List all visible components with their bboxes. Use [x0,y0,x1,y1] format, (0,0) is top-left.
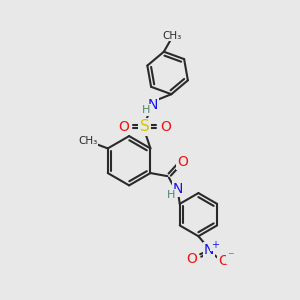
Text: N: N [148,98,158,112]
Text: CH₃: CH₃ [163,31,182,40]
Text: N: N [173,182,183,196]
Text: ⁻: ⁻ [227,250,233,263]
Text: H: H [167,190,176,200]
Text: +: + [211,240,219,250]
Text: N: N [204,243,214,257]
Text: O: O [218,254,229,268]
Text: H: H [142,105,150,115]
Text: CH₃: CH₃ [78,136,98,146]
Text: S: S [140,119,149,134]
Text: O: O [177,154,188,169]
Text: O: O [186,252,197,266]
Text: O: O [118,120,129,134]
Text: O: O [160,120,171,134]
